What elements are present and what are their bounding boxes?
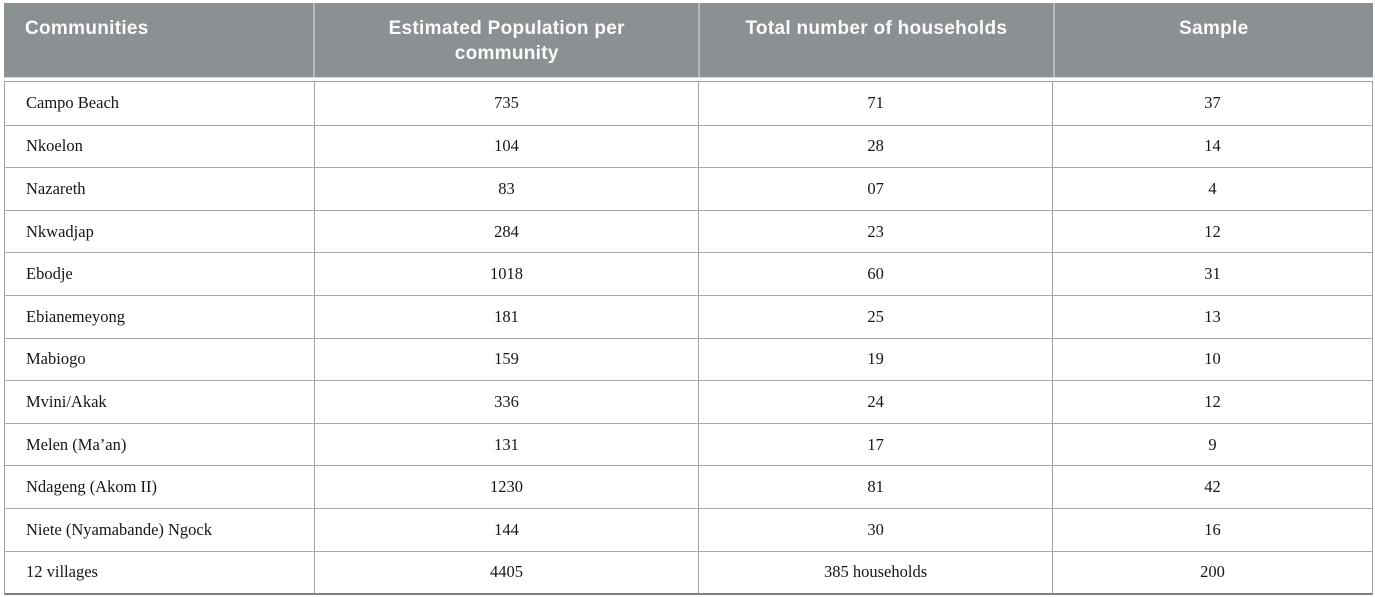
- sample-cell: 4: [1052, 168, 1372, 210]
- community-name-cell: Melen (Ma’an): [26, 434, 127, 454]
- table-row: Campo Beach 735 71 37: [5, 82, 1372, 125]
- table-row: Nazareth 83 07 4: [5, 167, 1372, 210]
- households-cell: 07: [698, 168, 1052, 210]
- table-row: 12 villages 4405 385 households 200: [5, 550, 1372, 594]
- column-header-estimated-population: Estimated Population per community: [313, 3, 698, 77]
- population-cell: 735: [313, 82, 698, 125]
- sample-cell: 9: [1052, 423, 1372, 466]
- population-cell: 1018: [313, 253, 698, 295]
- population-cell: 131: [313, 423, 698, 466]
- households-cell: 19: [698, 338, 1052, 381]
- community-name-cell: Ebodje: [26, 264, 73, 284]
- population-cell: 159: [313, 338, 698, 381]
- population-cell: 83: [313, 168, 698, 210]
- sample-cell: 200: [1052, 551, 1372, 594]
- sample-cell: 12: [1052, 210, 1372, 253]
- table-row: Nkwadjap 284 23 12: [5, 209, 1372, 253]
- population-cell: 144: [313, 508, 698, 551]
- households-cell: 17: [698, 423, 1052, 466]
- population-cell: 1230: [313, 466, 698, 508]
- community-name-cell: 12 villages: [26, 562, 98, 582]
- community-name-cell: Campo Beach: [26, 93, 120, 113]
- table-row: Ndageng (Akom II) 1230 81 42: [5, 465, 1372, 508]
- sample-cell: 37: [1052, 82, 1372, 125]
- households-cell: 385 households: [698, 551, 1052, 594]
- community-name-cell: Nkoelon: [26, 136, 83, 156]
- households-cell: 23: [698, 210, 1052, 253]
- households-cell: 24: [698, 381, 1052, 423]
- table-row: Mvini/Akak 336 24 12: [5, 380, 1372, 423]
- table-body: Campo Beach 735 71 37 Nkoelon 104 28 14 …: [4, 81, 1373, 596]
- community-name-cell: Ebianemeyong: [26, 306, 125, 326]
- column-header-label: Estimated Population per community: [388, 18, 625, 64]
- households-cell: 30: [698, 508, 1052, 551]
- households-cell: 60: [698, 253, 1052, 295]
- table-row: Melen (Ma’an) 131 17 9: [5, 422, 1372, 466]
- sample-distribution-table: Communities Estimated Population per com…: [4, 3, 1373, 596]
- households-cell: 71: [698, 82, 1052, 125]
- community-name-cell: Niete (Nyamabande) Ngock: [26, 519, 213, 539]
- community-name-cell: Mvini/Akak: [26, 391, 107, 411]
- column-header-total-households: Total number of households: [698, 3, 1053, 77]
- sample-cell: 12: [1052, 381, 1372, 423]
- table-row: Mabiogo 159 19 10: [5, 337, 1372, 381]
- community-name-cell: Ndageng (Akom II): [26, 477, 158, 497]
- sample-cell: 31: [1052, 253, 1372, 295]
- community-name-cell: Nazareth: [26, 178, 86, 198]
- table-row: Nkoelon 104 28 14: [5, 124, 1372, 168]
- sample-cell: 42: [1052, 466, 1372, 508]
- column-header-communities: Communities: [4, 3, 313, 77]
- table-row: Niete (Nyamabande) Ngock 144 30 16: [5, 507, 1372, 551]
- population-cell: 104: [313, 125, 698, 168]
- table-header-row: Communities Estimated Population per com…: [4, 3, 1373, 78]
- population-cell: 336: [313, 381, 698, 423]
- population-cell: 4405: [313, 551, 698, 594]
- sample-cell: 16: [1052, 508, 1372, 551]
- table-row: Ebodje 1018 60 31: [5, 252, 1372, 295]
- column-header-label: Total number of households: [745, 18, 1008, 39]
- column-header-label: Sample: [1179, 18, 1249, 39]
- sample-cell: 10: [1052, 338, 1372, 381]
- column-header-label: Communities: [25, 18, 149, 39]
- sample-cell: 13: [1052, 295, 1372, 338]
- households-cell: 25: [698, 295, 1052, 338]
- population-cell: 181: [313, 295, 698, 338]
- households-cell: 28: [698, 125, 1052, 168]
- column-header-sample: Sample: [1052, 3, 1373, 77]
- households-cell: 81: [698, 466, 1052, 508]
- community-name-cell: Nkwadjap: [26, 221, 94, 241]
- community-name-cell: Mabiogo: [26, 349, 86, 369]
- population-cell: 284: [313, 210, 698, 253]
- table-row: Ebianemeyong 181 25 13: [5, 294, 1372, 338]
- sample-cell: 14: [1052, 125, 1372, 168]
